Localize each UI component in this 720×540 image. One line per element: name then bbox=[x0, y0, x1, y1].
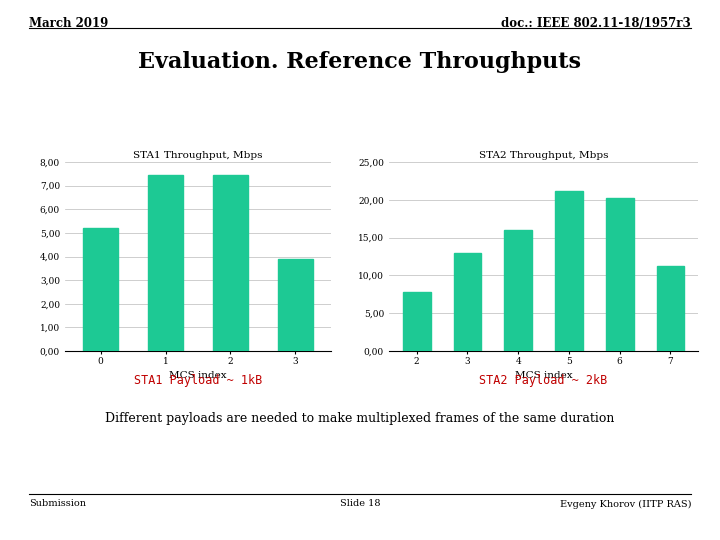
Title: STA2 Throughput, Mbps: STA2 Throughput, Mbps bbox=[479, 151, 608, 160]
Bar bbox=[657, 266, 685, 351]
Text: STA2 Payload ~ 2kB: STA2 Payload ~ 2kB bbox=[480, 374, 608, 387]
Bar bbox=[278, 259, 313, 351]
Bar bbox=[606, 198, 634, 351]
Text: doc.: IEEE 802.11-18/1957r3: doc.: IEEE 802.11-18/1957r3 bbox=[501, 17, 691, 30]
X-axis label: MCS index: MCS index bbox=[169, 371, 227, 380]
Bar bbox=[555, 191, 583, 351]
Text: Slide 18: Slide 18 bbox=[340, 500, 380, 509]
Text: Evgeny Khorov (IITP RAS): Evgeny Khorov (IITP RAS) bbox=[559, 500, 691, 509]
Bar bbox=[402, 292, 431, 351]
Bar bbox=[454, 253, 482, 351]
X-axis label: MCS index: MCS index bbox=[515, 371, 572, 380]
Bar bbox=[212, 175, 248, 351]
Bar bbox=[83, 228, 118, 351]
Text: STA1 Payload ~ 1kB: STA1 Payload ~ 1kB bbox=[134, 374, 262, 387]
Bar bbox=[504, 230, 532, 351]
Title: STA1 Throughput, Mbps: STA1 Throughput, Mbps bbox=[133, 151, 263, 160]
Text: March 2019: March 2019 bbox=[29, 17, 108, 30]
Text: Evaluation. Reference Throughputs: Evaluation. Reference Throughputs bbox=[138, 51, 582, 73]
Bar bbox=[148, 175, 184, 351]
Text: Submission: Submission bbox=[29, 500, 86, 509]
Text: Different payloads are needed to make multiplexed frames of the same duration: Different payloads are needed to make mu… bbox=[105, 412, 615, 425]
